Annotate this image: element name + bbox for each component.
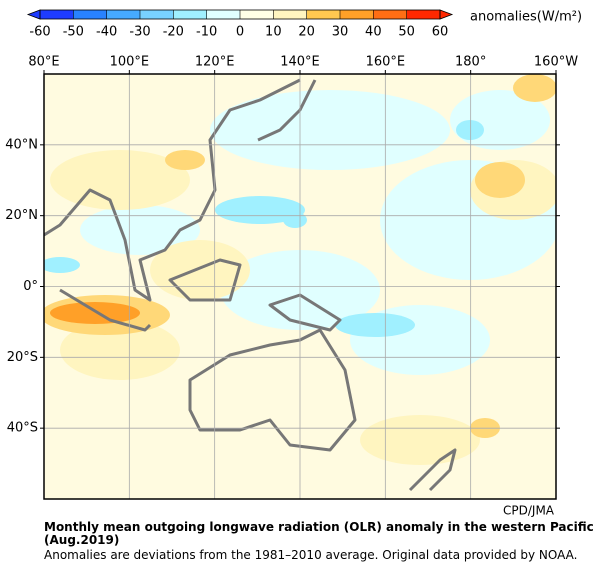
lon-label: 140°E: [280, 55, 320, 70]
colorbar-tick-label: 30: [332, 25, 349, 40]
colorbar-extend: [439, 9, 454, 20]
lat-label: 40°S: [7, 421, 38, 436]
colorbar-segment: [406, 10, 440, 19]
graticule: [44, 74, 556, 499]
colorbar-segment: [73, 10, 107, 19]
lat-label: 0°: [23, 279, 38, 294]
colorbar-segment: [106, 10, 140, 19]
colorbar-tick-label: -40: [96, 25, 117, 40]
colorbar-tick-label: -30: [129, 25, 150, 40]
colorbar-tick-label: -50: [63, 25, 84, 40]
colorbar-segment: [340, 10, 374, 19]
lat-label: 20°S: [7, 350, 38, 365]
figure: -60 -50 -40 -30 -20 -10 0 10 20 30 40 50 60 anomalie…: [5, 9, 582, 518]
colorbar-segment: [206, 10, 240, 19]
caption-title-line: Monthly mean outgoing longwave radiation…: [44, 520, 594, 534]
colorbar: -60 -50 -40 -30 -20 -10 0 10 20 30 40 50 60: [26, 9, 454, 40]
lon-label: 160°W: [534, 55, 578, 70]
colorbar-tick-label: -60: [29, 25, 50, 40]
colorbar-tick-label: -10: [196, 25, 217, 40]
colorbar-segment: [240, 10, 274, 19]
colorbar-tick-label: 40: [365, 25, 382, 40]
lat-label: 40°N: [5, 137, 38, 152]
caption-title: Monthly mean outgoing longwave radiation…: [44, 521, 594, 547]
caption-title-line: (Aug.2019): [44, 533, 120, 547]
colorbar-segment: [273, 10, 307, 19]
colorbar-segment: [306, 10, 340, 19]
lon-label: 180°: [455, 55, 486, 70]
caption-note: Anomalies are deviations from the 1981–2…: [44, 548, 578, 562]
colorbar-segment: [373, 10, 407, 19]
colorbar-tick-label: -20: [163, 25, 184, 40]
colorbar-segment: [173, 10, 207, 19]
colorbar-segment: [140, 10, 174, 19]
colorbar-tick-label: 0: [236, 25, 244, 40]
lon-label: 160°E: [366, 55, 406, 70]
credit: CPD/JMA: [503, 504, 555, 518]
lon-label: 120°E: [195, 55, 235, 70]
colorbar-tick-label: 60: [432, 25, 449, 40]
colorbar-unit: anomalies(W/m²): [470, 10, 582, 25]
lon-label: 100°E: [110, 55, 150, 70]
colorbar-tick-label: 10: [265, 25, 282, 40]
lat-label: 20°N: [5, 208, 38, 223]
colorbar-extend: [26, 9, 41, 20]
axis-labels: 80°E 100°E 120°E 140°E 160°E 180° 160°W 40°N 20°…: [5, 55, 578, 436]
colorbar-tick-label: 50: [398, 25, 415, 40]
colorbar-segment: [40, 10, 74, 19]
lon-label: 80°E: [28, 55, 59, 70]
colorbar-tick-label: 20: [298, 25, 315, 40]
